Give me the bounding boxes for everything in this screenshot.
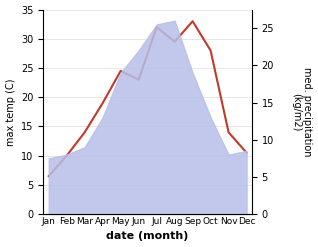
Y-axis label: max temp (C): max temp (C) (5, 78, 16, 145)
X-axis label: date (month): date (month) (107, 231, 189, 242)
Y-axis label: med. precipitation
(kg/m2): med. precipitation (kg/m2) (291, 67, 313, 157)
